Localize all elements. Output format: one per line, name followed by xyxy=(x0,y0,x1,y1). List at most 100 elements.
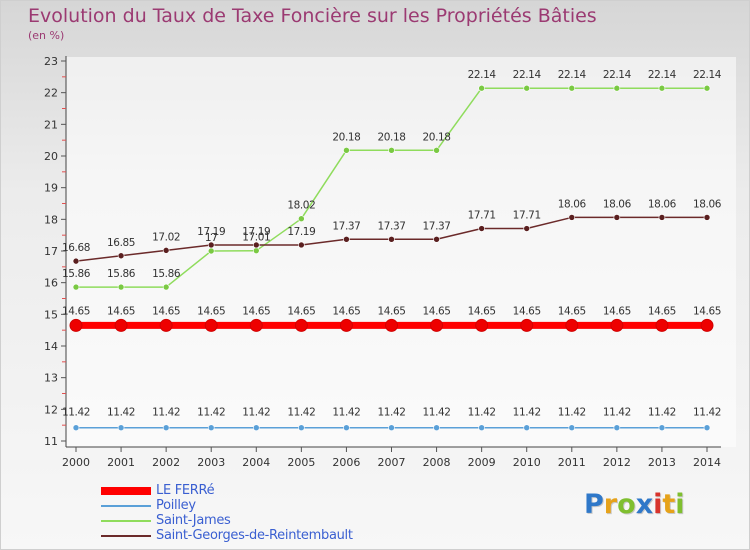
data-point xyxy=(388,147,395,154)
data-point xyxy=(610,318,624,332)
data-point xyxy=(117,283,125,291)
data-point xyxy=(703,84,711,92)
data-label: 22.14 xyxy=(648,69,677,81)
data-point xyxy=(343,235,350,243)
data-label: 20.18 xyxy=(377,131,405,143)
data-label: 20.18 xyxy=(423,131,451,143)
data-point xyxy=(298,241,305,249)
data-point xyxy=(613,84,621,92)
data-point xyxy=(339,318,353,332)
data-label: 17 xyxy=(205,232,218,244)
x-tick-label: 2002 xyxy=(152,456,180,469)
data-label: 11.42 xyxy=(423,407,451,419)
y-tick-label: 17 xyxy=(44,245,58,258)
data-point xyxy=(114,318,128,332)
data-point xyxy=(117,252,125,260)
data-label: 22.14 xyxy=(513,69,542,81)
legend-label: Saint-Georges-de-Reintembault xyxy=(156,528,353,543)
data-label: 17.01 xyxy=(242,232,270,244)
data-label: 14.65 xyxy=(468,305,496,317)
data-point xyxy=(568,84,576,92)
data-point xyxy=(298,424,305,432)
data-point xyxy=(658,84,666,92)
data-point xyxy=(162,283,170,291)
legend-swatch xyxy=(101,505,151,507)
y-tick-label: 12 xyxy=(44,403,58,416)
data-point xyxy=(69,318,83,332)
y-tick-label: 13 xyxy=(44,372,58,385)
x-tick-label: 2012 xyxy=(603,456,631,469)
data-point xyxy=(204,318,218,332)
x-tick-label: 2004 xyxy=(242,456,270,469)
data-point xyxy=(565,318,579,332)
data-point xyxy=(72,424,80,432)
data-label: 22.14 xyxy=(603,69,632,81)
data-point xyxy=(613,214,621,221)
data-point xyxy=(568,214,576,221)
x-tick-label: 2006 xyxy=(332,456,360,469)
data-label: 14.65 xyxy=(242,305,270,317)
data-label: 11.42 xyxy=(242,407,270,419)
data-label: 17.19 xyxy=(197,226,225,238)
data-point xyxy=(294,318,308,332)
data-label: 11.42 xyxy=(377,407,405,419)
data-label: 17.71 xyxy=(468,210,496,222)
data-point xyxy=(72,257,80,265)
data-point xyxy=(658,424,666,432)
y-tick-label: 18 xyxy=(44,213,58,226)
y-tick-label: 20 xyxy=(44,150,58,163)
data-label: 15.86 xyxy=(152,268,181,280)
legend-item: Saint-James xyxy=(101,513,421,528)
data-point xyxy=(159,318,173,332)
data-label: 14.65 xyxy=(513,305,541,317)
data-label: 18.06 xyxy=(558,198,587,210)
y-tick-label: 16 xyxy=(44,277,58,290)
data-point xyxy=(430,318,444,332)
x-tick-label: 2010 xyxy=(513,456,541,469)
data-label: 22.14 xyxy=(693,69,722,81)
data-point xyxy=(252,247,260,254)
data-label: 17.37 xyxy=(332,220,360,232)
chart-title: Evolution du Taux de Taxe Foncière sur l… xyxy=(28,5,597,27)
data-point xyxy=(207,424,215,432)
data-point xyxy=(343,424,350,432)
data-label: 18.02 xyxy=(287,200,315,212)
data-label: 14.65 xyxy=(377,305,405,317)
data-label: 15.86 xyxy=(62,268,91,280)
data-point xyxy=(252,424,260,432)
data-point xyxy=(433,147,440,154)
data-point xyxy=(475,318,489,332)
x-tick-label: 2000 xyxy=(62,456,90,469)
data-point xyxy=(207,241,215,249)
data-label: 14.65 xyxy=(287,305,315,317)
data-label: 18.06 xyxy=(693,198,722,210)
y-unit-label: (en %) xyxy=(28,29,65,42)
data-point xyxy=(658,214,666,221)
data-label: 11.42 xyxy=(693,407,721,419)
x-tick-label: 2013 xyxy=(648,456,676,469)
data-point xyxy=(523,424,531,432)
data-label: 14.65 xyxy=(197,305,225,317)
x-tick-label: 2014 xyxy=(693,456,721,469)
data-label: 18.06 xyxy=(603,198,632,210)
y-tick-label: 14 xyxy=(44,340,58,353)
data-label: 11.42 xyxy=(558,407,586,419)
legend-label: Poilley xyxy=(156,498,196,513)
legend-swatch xyxy=(101,535,151,537)
data-point xyxy=(72,283,80,291)
y-tick-label: 23 xyxy=(44,55,58,68)
data-point xyxy=(523,84,531,92)
data-label: 20.18 xyxy=(332,131,360,143)
data-label: 16.85 xyxy=(107,237,135,249)
data-point xyxy=(655,318,669,332)
data-point xyxy=(523,225,531,232)
chart-legend: LE FERRé Poilley Saint-James Saint-Georges-… xyxy=(101,483,421,543)
data-label: 14.65 xyxy=(152,305,180,317)
data-label: 14.65 xyxy=(423,305,451,317)
data-point xyxy=(207,247,215,255)
data-label: 17.37 xyxy=(423,220,451,232)
data-label: 17.37 xyxy=(377,220,405,232)
data-label: 14.65 xyxy=(332,305,360,317)
